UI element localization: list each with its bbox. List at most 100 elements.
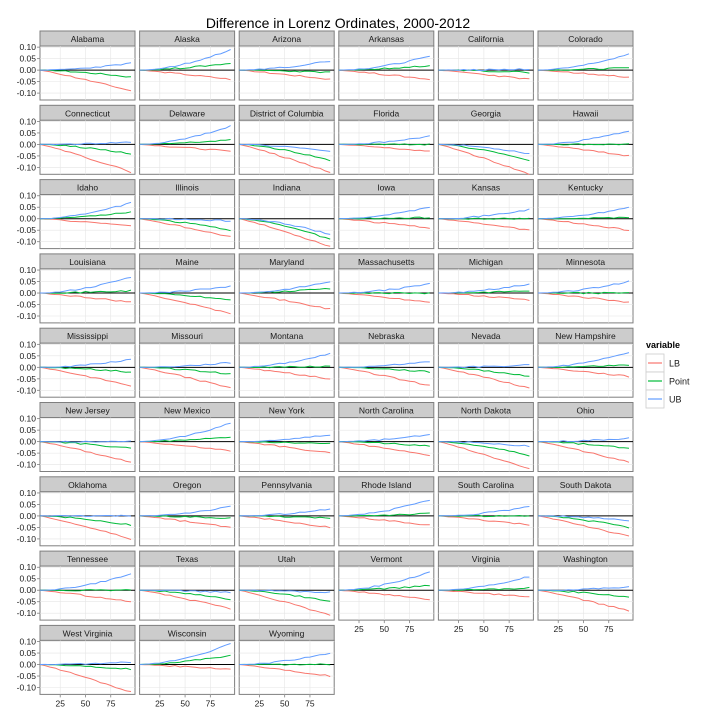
facet-label: District of Columbia bbox=[250, 108, 324, 118]
facet-indiana: Indiana bbox=[238, 179, 335, 250]
series-line-lb bbox=[537, 292, 630, 303]
series-line-ub bbox=[39, 62, 132, 71]
facet-plot-area bbox=[437, 417, 534, 472]
facet-label: New Hampshire bbox=[555, 331, 616, 341]
y-tick-label: 0.00 bbox=[19, 288, 36, 298]
series-line-lb bbox=[239, 441, 331, 454]
facet-label: Minnesota bbox=[566, 257, 605, 267]
facet-label: Oklahoma bbox=[68, 480, 107, 490]
facet-south-carolina: South Carolina bbox=[437, 476, 534, 547]
facet-label: Massachusetts bbox=[358, 257, 415, 267]
x-tick-label: 25 bbox=[354, 624, 364, 634]
facet-label: Michigan bbox=[469, 257, 503, 267]
facet-label: Rhode Island bbox=[361, 480, 411, 490]
facet-north-carolina: North Carolina bbox=[338, 402, 435, 472]
facet-plot-area bbox=[238, 45, 335, 101]
series-line-ub bbox=[40, 277, 132, 294]
series-line-ub bbox=[538, 206, 630, 220]
y-tick-label: -0.05 bbox=[17, 77, 37, 87]
facet-plot-area bbox=[39, 639, 136, 695]
facet-massachusetts: Massachusetts bbox=[338, 253, 435, 324]
y-tick-label: 0.05 bbox=[19, 499, 36, 509]
y-tick-label: 0.10 bbox=[19, 265, 36, 275]
facet-label: Pennsylvania bbox=[261, 480, 312, 490]
series-line-ub bbox=[40, 440, 132, 443]
facet-plot-area bbox=[238, 565, 335, 621]
series-line-lb bbox=[537, 441, 630, 463]
facet-texas: Texas bbox=[139, 550, 236, 621]
facet-label: Indiana bbox=[273, 183, 301, 193]
y-tick-label: -0.05 bbox=[17, 671, 37, 681]
series-line-lb bbox=[438, 366, 530, 389]
series-line-ub bbox=[338, 282, 430, 294]
series-line-lb bbox=[39, 664, 132, 692]
y-tick-label: -0.10 bbox=[17, 683, 37, 693]
facet-mississippi: Mississippi 0.10 0.050.00 -0.05-0.10 bbox=[17, 327, 136, 398]
facet-plot-area bbox=[238, 491, 335, 547]
series-line-ub bbox=[139, 49, 231, 71]
facet-label: Nebraska bbox=[368, 331, 405, 341]
x-tick-label: 25 bbox=[55, 698, 65, 708]
facet-plot-area bbox=[39, 565, 136, 621]
facet-label: Montana bbox=[270, 331, 303, 341]
series-line-ub bbox=[139, 125, 231, 145]
facet-new-hampshire: New Hampshire bbox=[537, 327, 634, 398]
facet-florida: Florida bbox=[338, 104, 435, 175]
series-line-lb bbox=[338, 589, 430, 601]
series-line-lb bbox=[239, 366, 331, 380]
series-line-ub bbox=[39, 661, 132, 666]
facet-plot-area bbox=[537, 268, 634, 324]
y-tick-label: -0.05 bbox=[17, 597, 37, 607]
facet-minnesota: Minnesota bbox=[537, 253, 634, 324]
facet-plot-area bbox=[139, 491, 236, 547]
series-line-ub bbox=[239, 652, 331, 665]
series-line-lb bbox=[139, 664, 231, 670]
series-line-ub bbox=[239, 281, 331, 294]
chart-title: Difference in Lorenz Ordinates, 2000-201… bbox=[206, 15, 471, 31]
series-line-ub bbox=[338, 206, 430, 220]
series-line-ub bbox=[338, 571, 430, 591]
facet-alabama: Alabama 0.10 0.050.00 -0.05-0.10 bbox=[17, 30, 136, 101]
y-tick-label: -0.05 bbox=[17, 448, 37, 458]
facet-label: New York bbox=[269, 406, 306, 416]
x-tick-label: 75 bbox=[405, 624, 415, 634]
facet-label: Utah bbox=[278, 554, 296, 564]
x-tick-label: 50 bbox=[479, 624, 489, 634]
facet-north-dakota: North Dakota bbox=[437, 402, 534, 472]
x-tick-label: 50 bbox=[180, 698, 190, 708]
series-line-ub bbox=[139, 285, 231, 294]
series-line-lb bbox=[537, 515, 630, 537]
facet-label: Tennessee bbox=[67, 554, 108, 564]
legend-label: LB bbox=[669, 359, 680, 369]
facet-label: Delaware bbox=[169, 108, 205, 118]
series-line-lb bbox=[438, 292, 530, 301]
facet-label: Georgia bbox=[471, 108, 502, 118]
series-line-ub bbox=[438, 364, 530, 369]
facet-plot-area bbox=[238, 342, 335, 398]
series-line-point bbox=[239, 143, 331, 162]
series-line-lb bbox=[338, 515, 430, 526]
x-tick-label: 25 bbox=[155, 698, 165, 708]
facet-iowa: Iowa bbox=[338, 179, 435, 250]
legend-label: Point bbox=[669, 377, 690, 387]
series-line-lb bbox=[239, 292, 331, 310]
facet-connecticut: Connecticut 0.10 0.050.00 -0.05-0.10 bbox=[17, 104, 136, 175]
legend-item-point: Point bbox=[645, 371, 690, 391]
x-tick-label: 25 bbox=[454, 624, 464, 634]
series-line-ub bbox=[139, 589, 231, 594]
series-line-lb bbox=[39, 69, 132, 92]
facet-label: Alabama bbox=[71, 34, 105, 44]
x-tick-label: 75 bbox=[504, 624, 514, 634]
series-line-ub bbox=[139, 422, 231, 443]
facet-idaho: Idaho 0.100.05 0.00-0.05 -0.10 bbox=[17, 179, 136, 250]
legend-item-ub: UB bbox=[645, 389, 682, 409]
facet-label: Wyoming bbox=[269, 628, 305, 638]
series-line-ub bbox=[338, 499, 430, 517]
series-line-ub bbox=[40, 514, 132, 517]
facet-plot-area bbox=[338, 194, 435, 250]
y-tick-label: -0.05 bbox=[17, 522, 37, 532]
facet-label: Wisconsin bbox=[168, 628, 207, 638]
y-tick-label: -0.05 bbox=[17, 151, 37, 161]
series-line-ub bbox=[39, 358, 132, 368]
facet-georgia: Georgia bbox=[437, 104, 534, 176]
